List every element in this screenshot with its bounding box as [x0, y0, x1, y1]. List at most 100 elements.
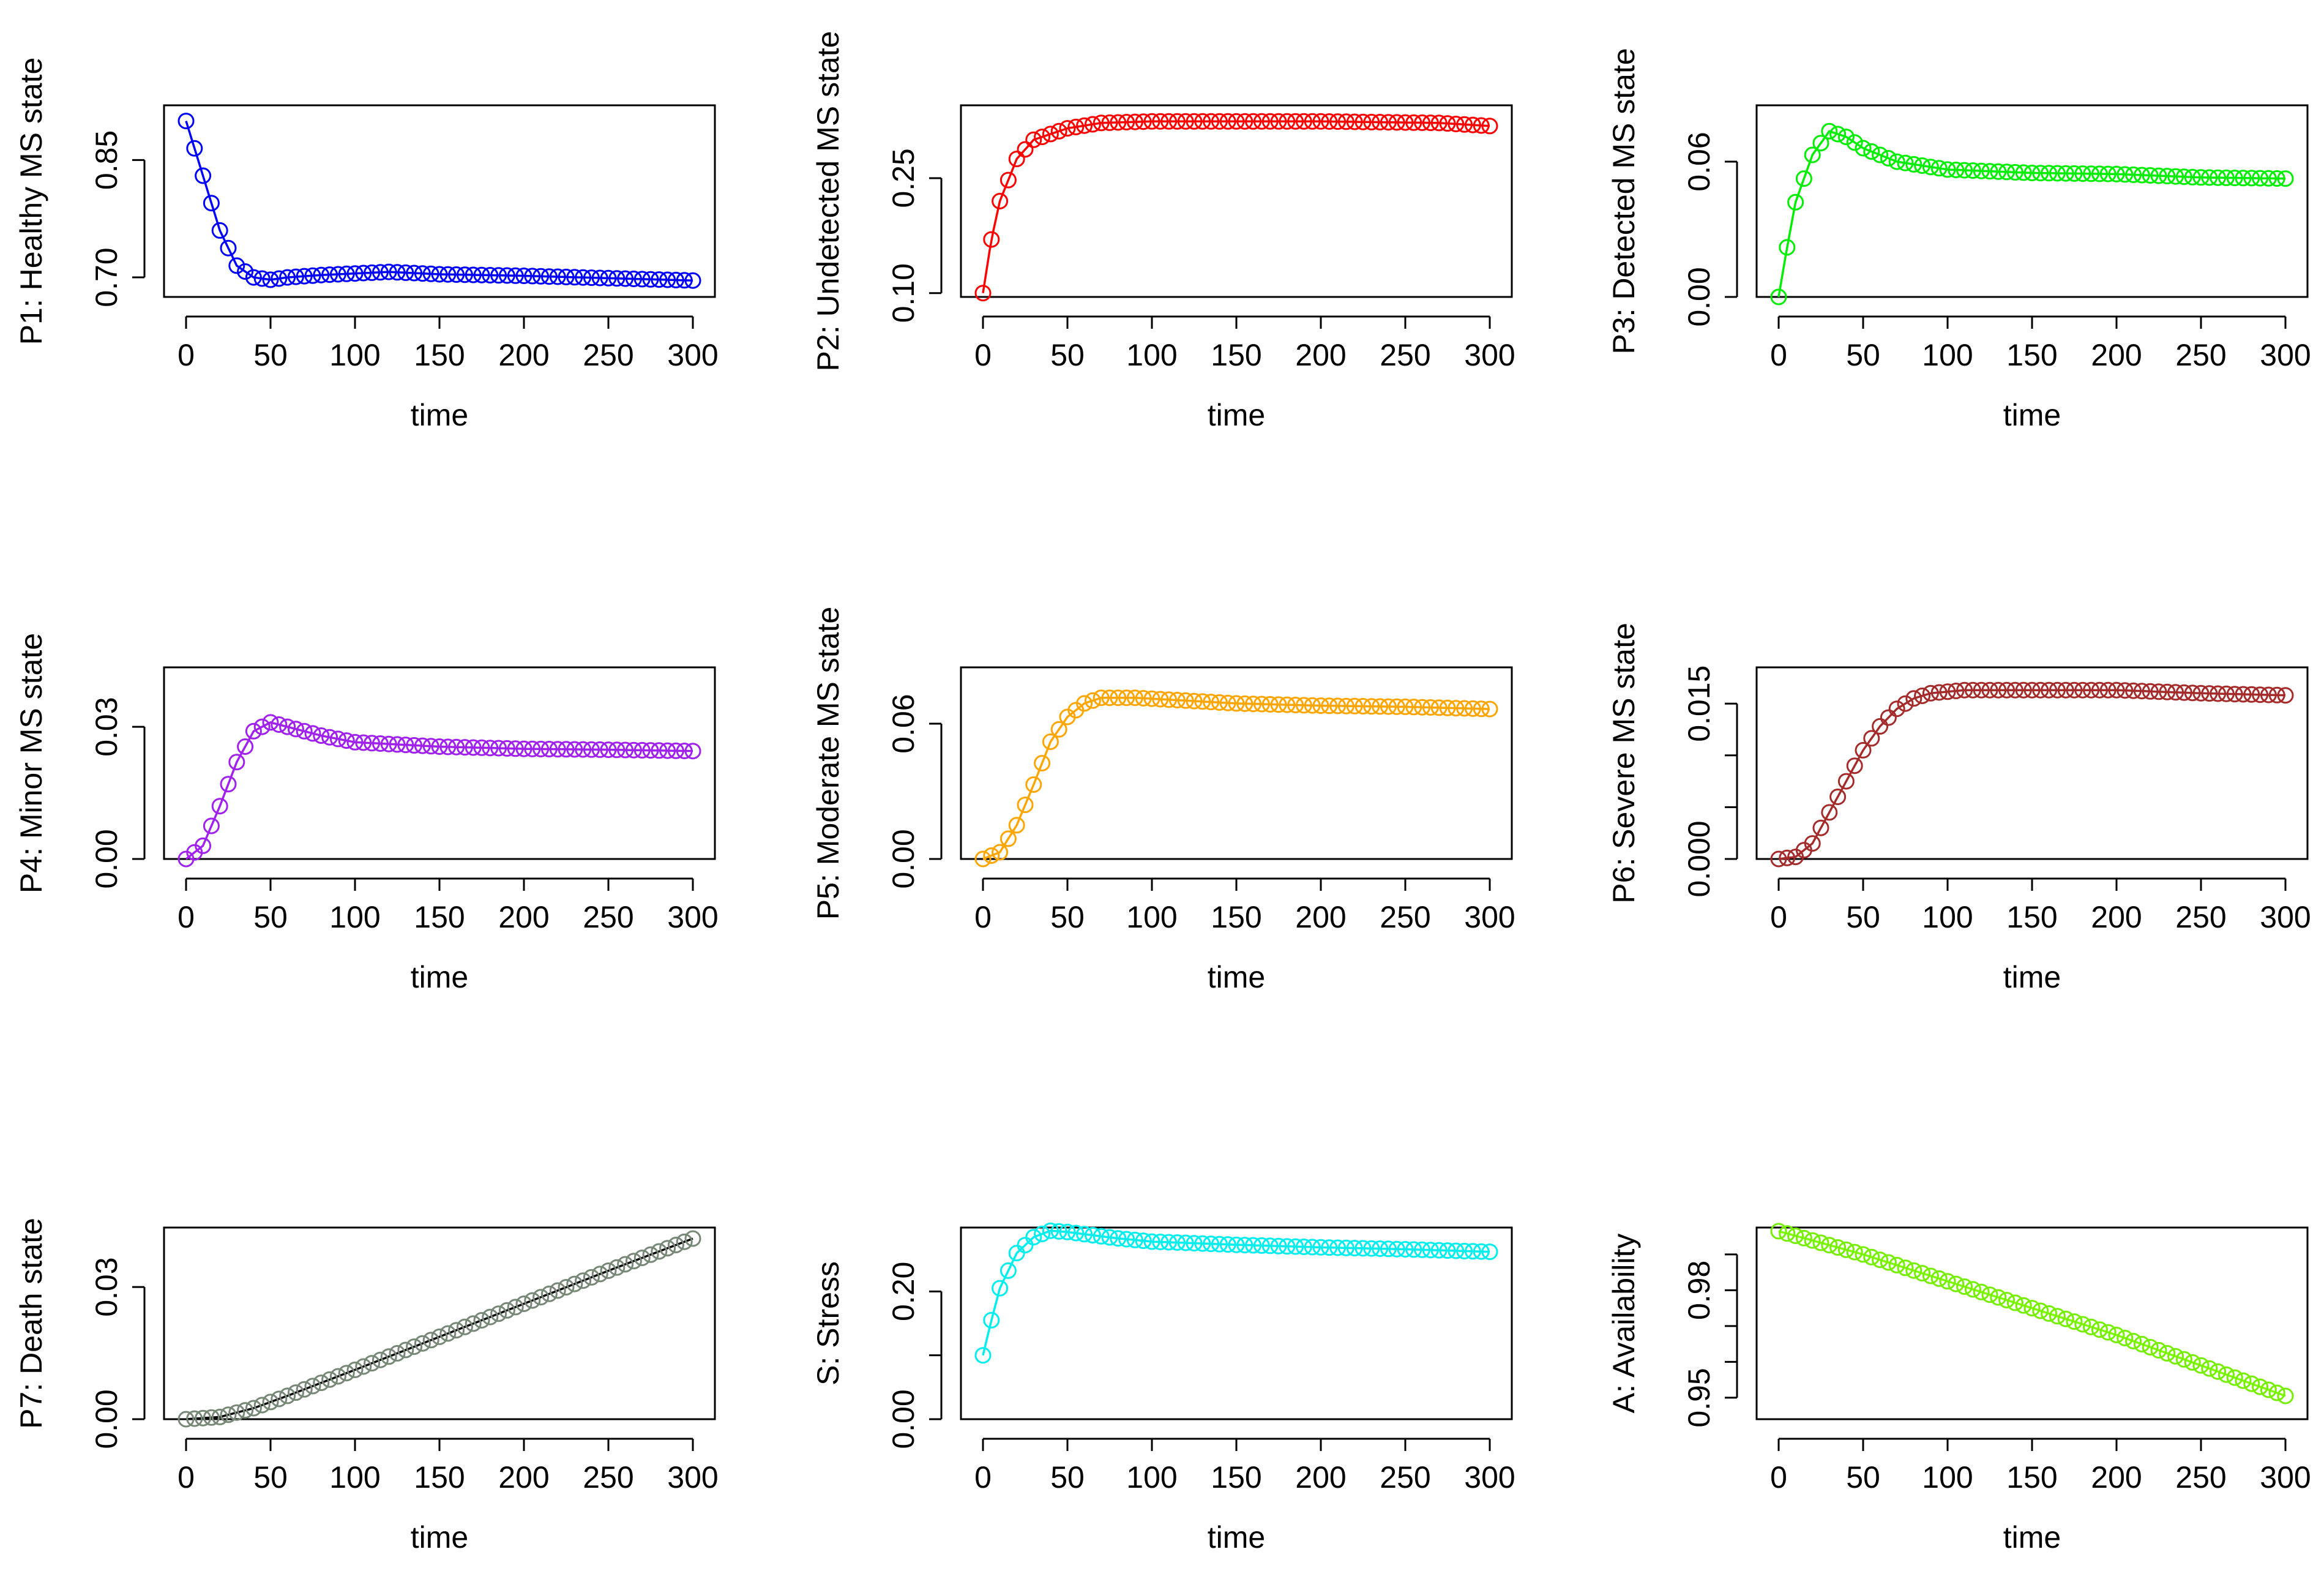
panel-7-data-point: [608, 1259, 626, 1276]
panel-6-data-point: [2142, 683, 2159, 700]
panel-2-data-point: [1388, 114, 1405, 131]
panel-2-data-point: [1287, 113, 1304, 130]
panel-4-data-point: [633, 741, 651, 759]
panel-5-x-axis-title: time: [1208, 960, 1265, 994]
panel-9-data-point: [2023, 1300, 2041, 1317]
panel-8-data-point: [1329, 1239, 1347, 1256]
panel-3-data-point: [2252, 170, 2269, 187]
panel-7-data-point: [684, 1230, 701, 1247]
panel-6-data-point: [1863, 730, 1880, 747]
panel-7-data-point: [203, 1409, 220, 1426]
panel-9-data-point: [2277, 1387, 2294, 1404]
panel-9-data-point: [2201, 1360, 2218, 1377]
panel-6-data-point: [2184, 684, 2201, 702]
panel-7-x-tick-label: 100: [329, 1460, 380, 1494]
panel-8-data-point: [1253, 1237, 1270, 1254]
panel-9-data-point: [1939, 1273, 1956, 1290]
panel-1-data-point: [237, 263, 254, 280]
panel-6-data-point: [2099, 681, 2117, 699]
panel-6-data-point: [2226, 686, 2243, 703]
panel-7-data-point: [448, 1322, 465, 1339]
panel-4-data-point: [296, 722, 313, 740]
panel-1-data-point: [389, 264, 406, 281]
panel-3-data-point: [2099, 165, 2117, 182]
panel-4-data-point: [253, 718, 271, 735]
panel-3-data-point: [1779, 239, 1796, 256]
panel-1-data-point: [642, 271, 659, 288]
panel-4: 0 50 100 150 200 250 300 0.00 0.03 time P4: Minor …: [14, 633, 719, 994]
panel-4-data-point: [422, 738, 439, 755]
panel-1-data-point: [439, 266, 457, 283]
panel-9-data-point: [1804, 1232, 1821, 1249]
panel-5-data-point: [1312, 697, 1329, 714]
panel-1-data-point: [372, 264, 389, 281]
panel-7-data-point: [313, 1374, 330, 1392]
panel-8-data-point: [1448, 1242, 1465, 1259]
panel-9-x-tick-label: 150: [2006, 1460, 2057, 1494]
panel-6-data-point: [1846, 757, 1863, 774]
panel-7-data-point: [566, 1275, 583, 1292]
panel-9-data-point: [2125, 1333, 2142, 1349]
panel-3-data-point: [2167, 168, 2184, 185]
panel-1-data-point: [540, 268, 558, 285]
panel-1-data-point: [549, 268, 566, 285]
panel-6-data-point: [2192, 684, 2210, 702]
panel-6-x-tick-label: 100: [1922, 900, 1973, 934]
panel-1-data-point: [346, 265, 364, 282]
panel-5-data-point: [1042, 733, 1059, 750]
panel-8-x-tick-label: 250: [1380, 1460, 1430, 1494]
panel-1-data-point: [608, 270, 626, 287]
panel-5-plot-frame: [960, 666, 1513, 860]
panel-8-plot-frame: [960, 1226, 1513, 1420]
panel-5-data-point: [1363, 698, 1380, 715]
panel-6-data-point: [2074, 681, 2091, 699]
panel-9-data-point: [2260, 1381, 2277, 1398]
panel-3-data-point: [2108, 165, 2125, 182]
panel-7-data-point: [237, 1402, 254, 1419]
panel-4-data-point: [465, 739, 482, 756]
panel-2-data-point: [1211, 113, 1228, 130]
panel-2-data-point: [1110, 114, 1127, 131]
panel-9-x-tick-label: 100: [1922, 1460, 1973, 1494]
panel-9-data-point: [1787, 1228, 1804, 1244]
panel-7-data-point: [220, 1406, 237, 1423]
panel-9: 0 50 100 150 200 250 300 0.95 0.98 time A: Availab…: [1607, 1223, 2311, 1554]
panel-5-data-point: [1135, 690, 1152, 707]
panel-2-data-point: [992, 193, 1009, 209]
panel-2-data-point: [1017, 141, 1034, 158]
panel-4-data-point: [304, 725, 321, 742]
panel-8-data-point: [1050, 1223, 1067, 1240]
panel-8-data-point: [1126, 1231, 1143, 1248]
panel-4-data-point: [600, 741, 617, 759]
panel-8-x-tick-label: 200: [1295, 1460, 1346, 1494]
panel-3-data-point: [2277, 170, 2294, 187]
panel-6-y-axis-title: P6: Severe MS state: [1607, 623, 1641, 904]
panel-7-data-point: [498, 1302, 515, 1319]
panel-9-data-point: [1914, 1265, 1931, 1282]
panel-1-data-point: [271, 270, 288, 287]
panel-3-data-point: [1795, 170, 1812, 187]
panel-5-data-point: [1481, 700, 1498, 718]
panel-2-y-axis-title: P2: Undetected MS state: [811, 31, 845, 372]
panel-6-x-tick-label: 150: [2006, 900, 2057, 934]
panel-3-data-point: [2175, 168, 2192, 186]
panel-2-data-point: [1245, 113, 1262, 130]
panel-2-data-point: [1228, 113, 1245, 130]
panel-2-data-point: [1253, 113, 1270, 130]
panel-1: 0 50 100 150 200 250 300 0.70 0.85 time P1: Health…: [14, 58, 719, 432]
panel-2-data-point: [974, 285, 992, 302]
panel-3-series-line: [1777, 130, 2286, 298]
panel-6-data-point: [2057, 681, 2074, 699]
panel-9-data-point: [2099, 1324, 2117, 1341]
panel-1-data-point: [524, 268, 541, 285]
panel-2-data-point: [1270, 113, 1287, 130]
panel-7-data-point: [625, 1253, 642, 1270]
panel-3-data-point: [1998, 163, 2016, 181]
panel-3-y-tick-label: 0.00: [1682, 267, 1716, 326]
panel-7-data-point: [422, 1332, 439, 1349]
panel-3-data-point: [2218, 169, 2235, 186]
panel-2-data-point: [1363, 113, 1380, 130]
panel-8-data-point: [1464, 1243, 1481, 1260]
panel-1-data-point: [676, 272, 693, 289]
panel-6-data-point: [1779, 849, 1796, 866]
